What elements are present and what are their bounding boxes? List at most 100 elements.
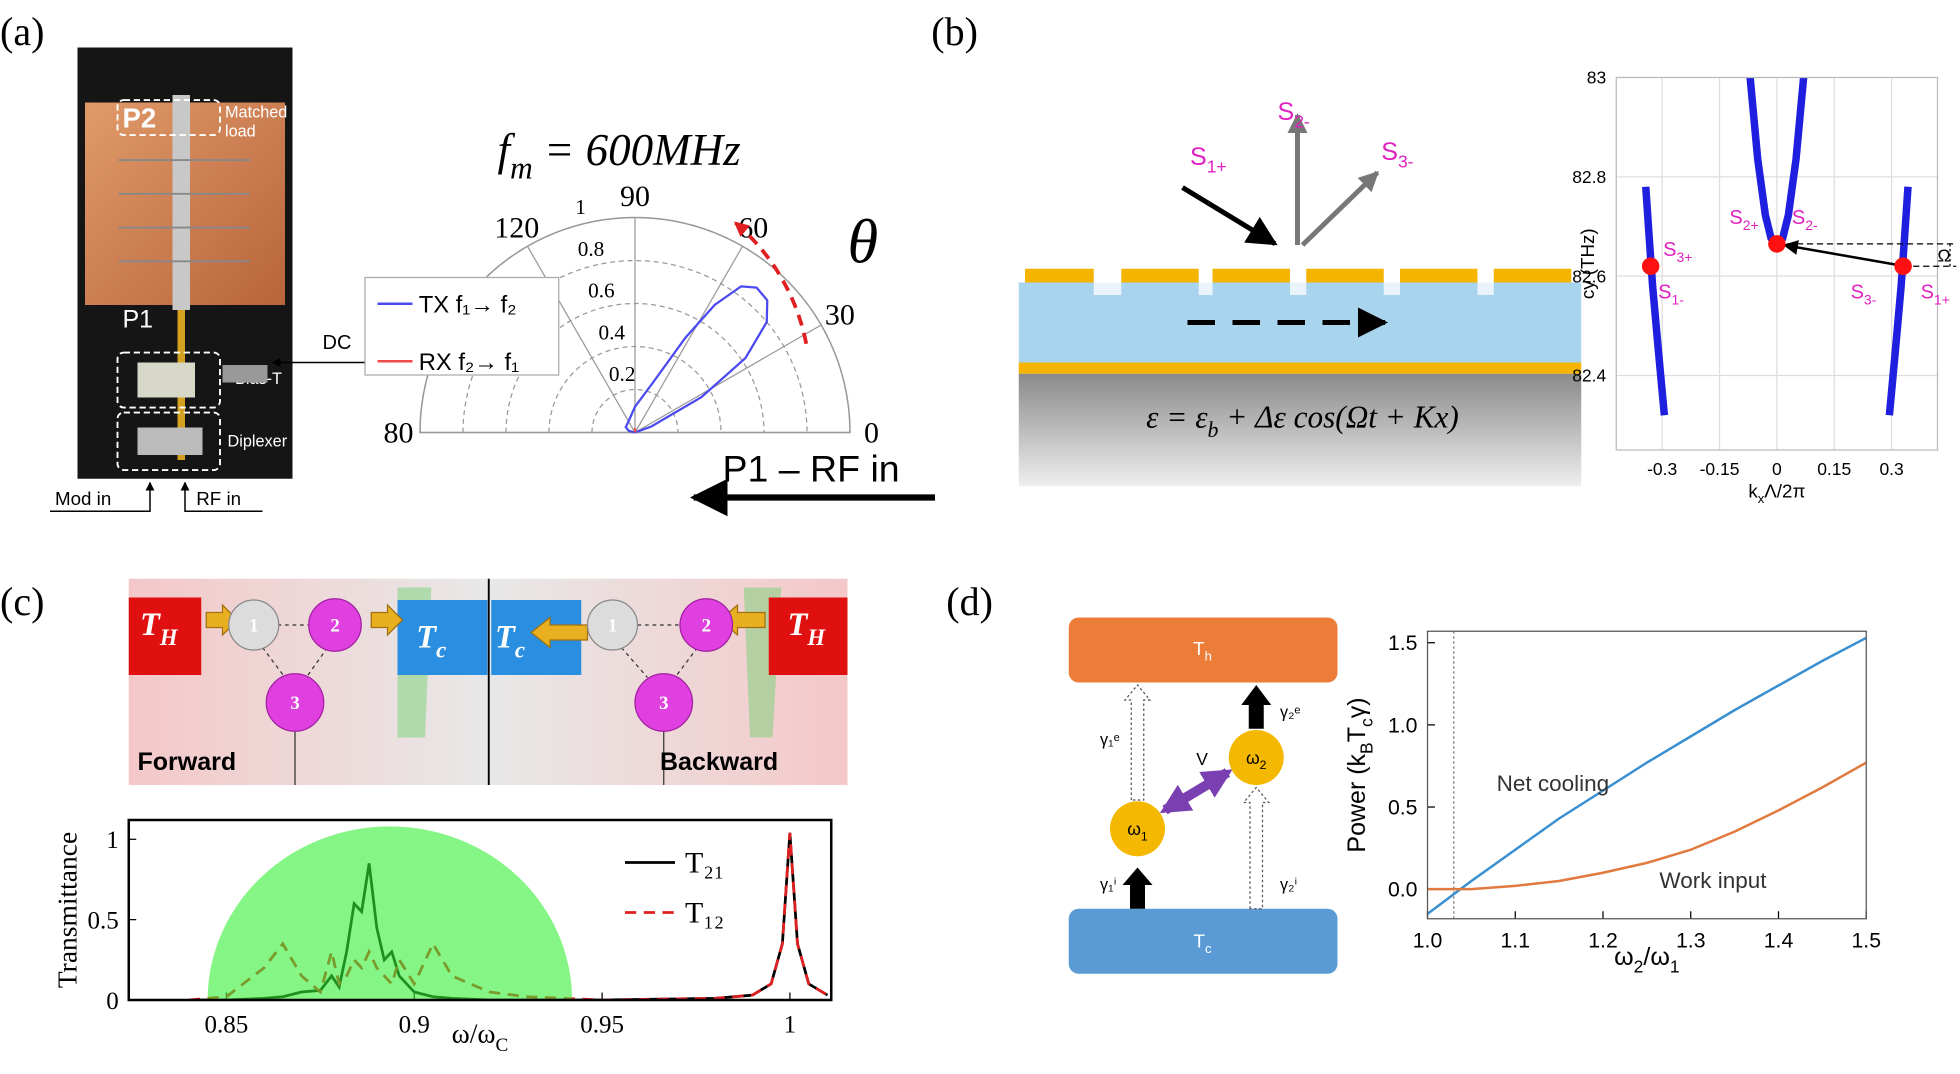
coupling-label: V xyxy=(1196,749,1208,769)
port-label: P1 xyxy=(123,306,154,334)
r-tick-label: 1 xyxy=(575,195,586,219)
reservoir-label: Tc xyxy=(495,620,525,663)
angular-grid xyxy=(634,245,744,433)
grating-schematic: S1+ S2- S3- ε = εb + Δε cos(Ωt + Kx) xyxy=(1018,98,1582,487)
y-axis-label: Transmittance xyxy=(51,832,82,988)
text-part: S xyxy=(1658,282,1671,304)
x-axis-label: kxΛ/2π xyxy=(1748,481,1805,507)
y-tick-label: 82.8 xyxy=(1572,167,1606,187)
legend-label: RX f₂→ f₁ xyxy=(419,349,519,376)
subscript: 1+ xyxy=(1934,292,1950,308)
plot-area xyxy=(1427,631,1867,919)
text-part: T xyxy=(140,607,161,643)
microstrip xyxy=(172,95,191,310)
x-axis-label: ω/ωC xyxy=(452,1018,509,1056)
x-tick-label: 1.3 xyxy=(1676,929,1706,953)
subscript: 3- xyxy=(1398,152,1414,172)
y-tick-label: 1.0 xyxy=(1388,713,1418,737)
mode-label: S1- xyxy=(1658,282,1684,308)
y-tick-label: 0.5 xyxy=(1388,795,1418,819)
mode-point xyxy=(1768,235,1786,253)
text-part: S xyxy=(1792,207,1805,229)
component-label: Diplexer xyxy=(228,432,288,450)
y-axis-label: cy (THz) xyxy=(1577,228,1598,299)
text-part: ω xyxy=(1614,943,1634,971)
subscript: 1- xyxy=(1672,292,1685,308)
panel-label: (b) xyxy=(931,9,978,54)
r-tick-label: 0.2 xyxy=(609,362,636,386)
x-tick-label: 0.95 xyxy=(580,1012,624,1039)
subscript: b xyxy=(1208,418,1219,442)
mode-label: S3+ xyxy=(1663,239,1692,265)
grating-top xyxy=(1025,268,1572,283)
hot-reservoir xyxy=(128,597,202,675)
rate-label: γ₁ⁱ xyxy=(1100,876,1117,894)
text-part: /ω xyxy=(1643,943,1669,971)
text-part: Power (k xyxy=(1343,753,1371,852)
subscript: 2- xyxy=(1294,112,1310,132)
mode-point xyxy=(1641,257,1660,275)
legend-label: TX f₁→ f₂ xyxy=(419,292,517,319)
wave-label: S1+ xyxy=(1190,143,1227,177)
y-axis-label: Power (kBTcγ) xyxy=(1343,697,1376,852)
node-label: 1 xyxy=(608,615,617,636)
subscript: 1 xyxy=(1670,957,1680,977)
subscript: H xyxy=(159,625,179,650)
bath-label: Tc xyxy=(1193,931,1211,957)
resonators xyxy=(228,598,734,732)
mode-label: S2+ xyxy=(1729,207,1758,233)
rf-arrow xyxy=(180,481,263,512)
text-part: S xyxy=(1921,282,1934,304)
solid-arrows xyxy=(1122,685,1272,909)
text-part: T xyxy=(1343,727,1371,742)
x-tick-label: 0 xyxy=(1772,459,1782,479)
diplexer-board xyxy=(137,427,203,455)
x-tick-label: -0.15 xyxy=(1700,459,1740,479)
transmittance-chart: 0 0.5 1 0.85 0.9 0.95 1 ω/ωC Transmittance T₂₁ T₁₂ xyxy=(51,818,833,1056)
text-part: T xyxy=(495,620,516,656)
subscript: c xyxy=(1205,941,1212,956)
device-photo: P2 Matched load P1 Bias-T Diplexer DC Mo… xyxy=(50,47,366,512)
node-label: 1 xyxy=(249,615,258,636)
theta-tick-label: 30 xyxy=(825,298,855,331)
subscript: 2 xyxy=(1260,758,1267,772)
cold-reservoir xyxy=(397,600,488,675)
mode-label: S2- xyxy=(1792,207,1818,233)
mode-label: S1+ xyxy=(1921,282,1950,308)
panel-label: (a) xyxy=(0,9,44,54)
x-tick-label: 0.9 xyxy=(399,1012,430,1039)
transition-arrow xyxy=(1782,240,1899,267)
y-tick-label: 0.0 xyxy=(1388,878,1418,902)
r-tick-label: 0.6 xyxy=(588,279,615,303)
node-label: 2 xyxy=(702,615,711,636)
text-part: ω/ω xyxy=(452,1018,496,1049)
hot-reservoir xyxy=(768,597,848,675)
x-tick-label: 1 xyxy=(784,1012,797,1039)
node-label: 2 xyxy=(330,615,339,636)
port-label: P2 xyxy=(123,103,157,134)
x-tick-label: 1.1 xyxy=(1500,929,1530,953)
plot-frame xyxy=(1426,630,1867,920)
plot-frame xyxy=(1615,76,1939,451)
theta-tick-label: 120 xyxy=(494,212,539,245)
text-part: S xyxy=(1663,239,1676,261)
subscript: 2- xyxy=(1805,217,1818,233)
text-part: γ) xyxy=(1343,697,1371,718)
refrigerator-diagram: Th Tc ω1 ω2 V γ₁ᵉ γ₂ᵉ γ₁ⁱ γ₂ⁱ xyxy=(1068,617,1338,974)
equation: ε = εb + Δε cos(Ωt + Kx) xyxy=(1146,400,1459,442)
text-part: ω xyxy=(1127,819,1141,839)
text-part: T xyxy=(1193,638,1205,659)
coupling-arrow xyxy=(1159,768,1233,815)
y-tick-label: 0 xyxy=(106,988,119,1015)
x-tick-label: -0.3 xyxy=(1647,459,1677,479)
theta-tick-label: 0 xyxy=(864,417,879,450)
subscript: 2 xyxy=(1634,957,1644,977)
varactor-lines xyxy=(118,159,251,263)
couplings xyxy=(262,624,699,678)
bias-t-board xyxy=(137,362,196,398)
y-tick-label: 82.6 xyxy=(1572,266,1606,286)
plot-frame xyxy=(127,818,833,1002)
subscript: x xyxy=(1758,491,1765,506)
x-tick-label: 0.15 xyxy=(1817,459,1851,479)
